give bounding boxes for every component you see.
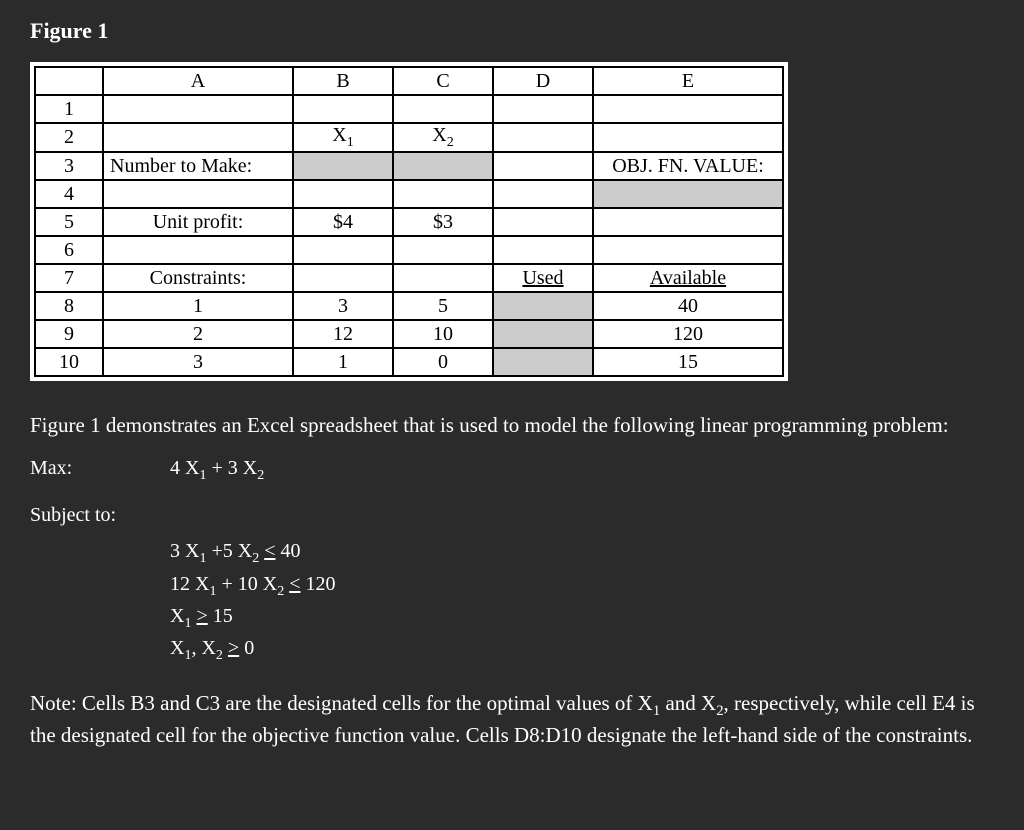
table-row: 1 [35, 95, 783, 123]
cell [493, 123, 593, 152]
objective-function: 4 X1 + 3 X2 [170, 457, 264, 484]
cell [493, 236, 593, 264]
cell [293, 180, 393, 208]
cell-coef: 5 [393, 292, 493, 320]
cell [103, 236, 293, 264]
cell [103, 95, 293, 123]
var-label: X [332, 124, 346, 146]
cell-number-to-make: Number to Make: [103, 152, 293, 180]
cell-coef: 0 [393, 348, 493, 376]
note-text: Note: Cells B3 and C3 are the designated… [30, 689, 990, 751]
cell [393, 236, 493, 264]
cell [493, 95, 593, 123]
max-label: Max: [30, 457, 170, 484]
row-header: 1 [35, 95, 103, 123]
subject-to-label: Subject to: [30, 504, 170, 527]
row-header: 8 [35, 292, 103, 320]
cell-coef: 12 [293, 320, 393, 348]
cell-unit-profit-x1: $4 [293, 208, 393, 236]
table-row: 9 2 12 10 120 [35, 320, 783, 348]
table-row: 3 Number to Make: OBJ. FN. VALUE: [35, 152, 783, 180]
cell-coef: 1 [293, 348, 393, 376]
available-label: Available [650, 267, 726, 289]
figure-title: Figure 1 [30, 18, 994, 44]
col-header-B: B [293, 67, 393, 95]
cell-var-x2: X2 [393, 123, 493, 152]
corner-cell [35, 67, 103, 95]
cell [103, 123, 293, 152]
cell-obj-fn-label: OBJ. FN. VALUE: [593, 152, 783, 180]
figure-caption: Figure 1 demonstrates an Excel spreadshe… [30, 411, 990, 439]
cell-available-header: Available [593, 264, 783, 292]
col-header-E: E [593, 67, 783, 95]
cell-unit-profit-label: Unit profit: [103, 208, 293, 236]
cell-constraint-id: 1 [103, 292, 293, 320]
row-header: 5 [35, 208, 103, 236]
cell [393, 95, 493, 123]
spreadsheet-table: A B C D E 1 2 X1 [34, 66, 784, 377]
cell [103, 180, 293, 208]
cell [293, 95, 393, 123]
cell-decision-x1 [293, 152, 393, 180]
cell [393, 180, 493, 208]
cell [593, 123, 783, 152]
table-row: 2 X1 X2 [35, 123, 783, 152]
table-row: A B C D E [35, 67, 783, 95]
var-sub: 1 [347, 135, 354, 150]
cell-available: 40 [593, 292, 783, 320]
cell-available: 120 [593, 320, 783, 348]
cell-used [493, 320, 593, 348]
cell-constraint-id: 2 [103, 320, 293, 348]
table-row: 7 Constraints: Used Available [35, 264, 783, 292]
var-sub: 2 [447, 135, 454, 150]
spreadsheet: A B C D E 1 2 X1 [30, 62, 788, 381]
col-header-C: C [393, 67, 493, 95]
cell-obj-fn-value [593, 180, 783, 208]
cell-available: 15 [593, 348, 783, 376]
table-row: 5 Unit profit: $4 $3 [35, 208, 783, 236]
cell-decision-x2 [393, 152, 493, 180]
used-label: Used [522, 267, 563, 289]
cell [493, 208, 593, 236]
cell [593, 236, 783, 264]
cell-used-header: Used [493, 264, 593, 292]
constraints-block: 3 X1 +5 X2 < 4012 X1 + 10 X2 < 120X1 > 1… [170, 537, 994, 666]
cell-used [493, 292, 593, 320]
cell-unit-profit-x2: $3 [393, 208, 493, 236]
cell-coef: 10 [393, 320, 493, 348]
row-header: 6 [35, 236, 103, 264]
cell [593, 95, 783, 123]
cell [493, 152, 593, 180]
cell-constraint-id: 3 [103, 348, 293, 376]
row-header: 9 [35, 320, 103, 348]
row-header: 10 [35, 348, 103, 376]
table-row: 4 [35, 180, 783, 208]
row-header: 7 [35, 264, 103, 292]
cell-constraints-label: Constraints: [103, 264, 293, 292]
table-row: 8 1 3 5 40 [35, 292, 783, 320]
row-header: 2 [35, 123, 103, 152]
table-row: 10 3 1 0 15 [35, 348, 783, 376]
cell [293, 236, 393, 264]
col-header-D: D [493, 67, 593, 95]
cell [393, 264, 493, 292]
cell [593, 208, 783, 236]
table-row: 6 [35, 236, 783, 264]
row-header: 3 [35, 152, 103, 180]
cell-used [493, 348, 593, 376]
cell-var-x1: X1 [293, 123, 393, 152]
col-header-A: A [103, 67, 293, 95]
cell-coef: 3 [293, 292, 393, 320]
var-label: X [432, 124, 446, 146]
row-header: 4 [35, 180, 103, 208]
cell [493, 180, 593, 208]
cell [293, 264, 393, 292]
